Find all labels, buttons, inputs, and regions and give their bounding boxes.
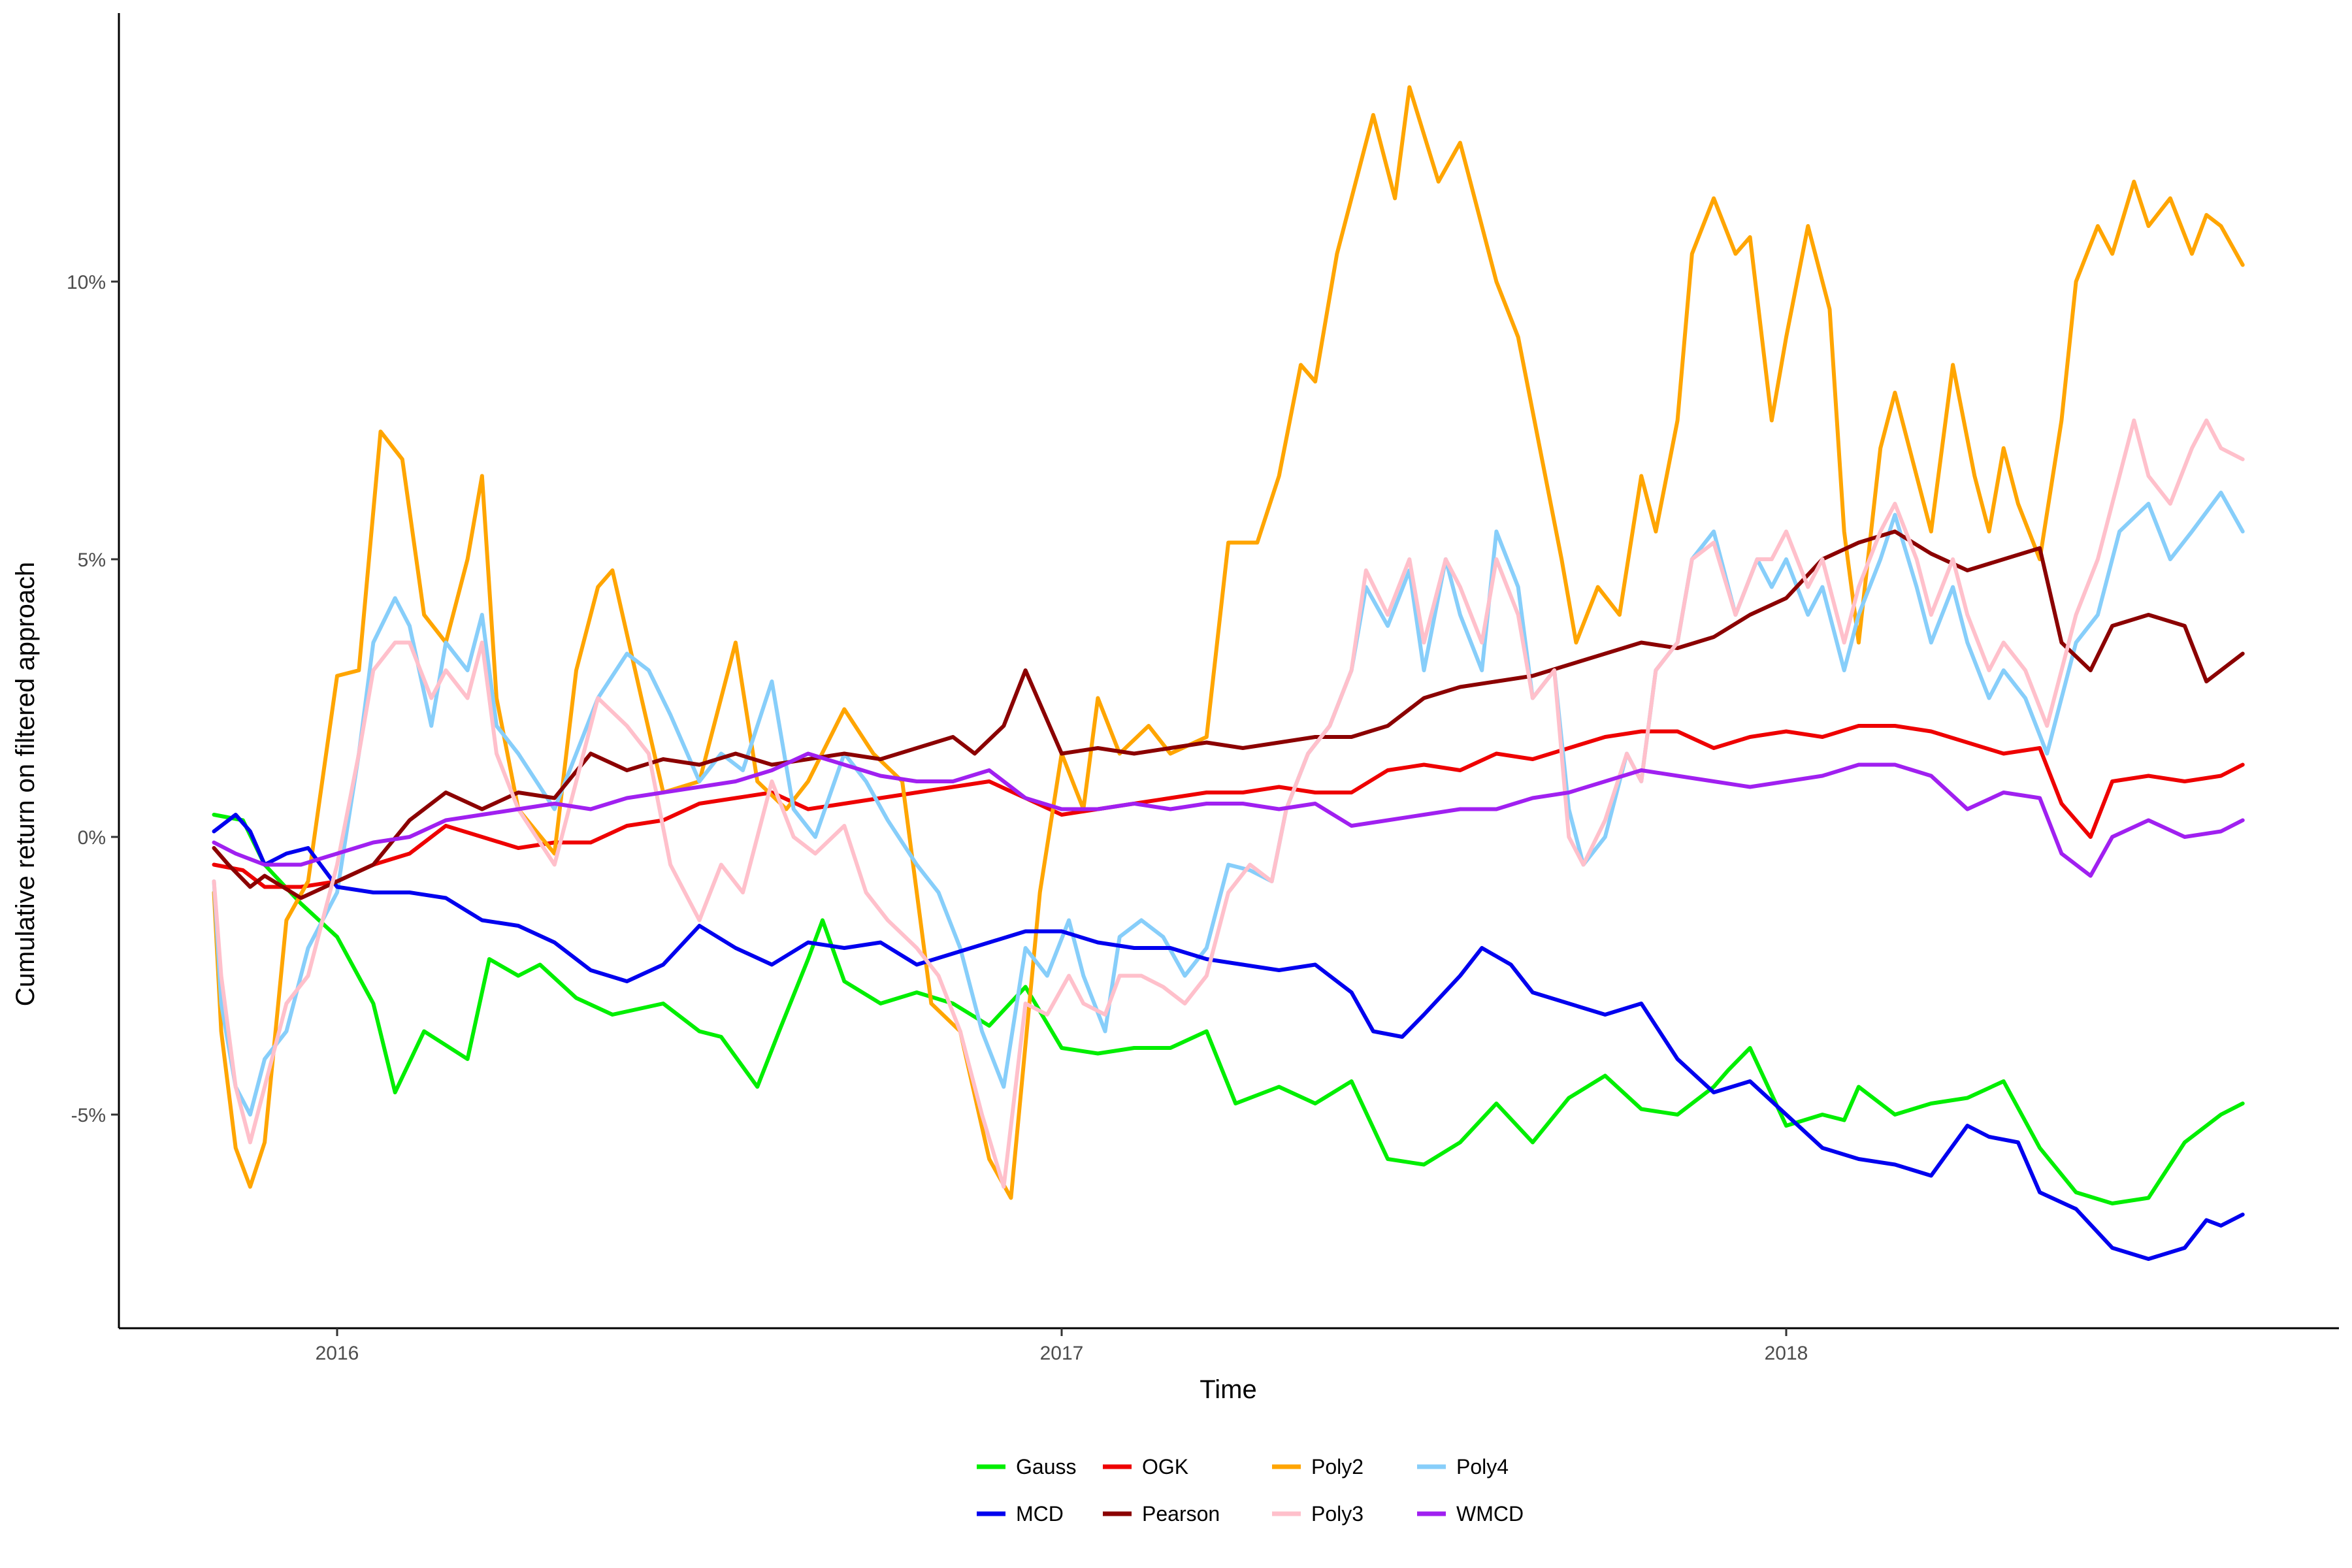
series-line-poly2 xyxy=(212,85,2245,1200)
series-line-gauss xyxy=(212,813,2245,1205)
series-lines xyxy=(212,85,2245,1261)
axes xyxy=(118,13,2339,1330)
x-axis-title: Time xyxy=(1200,1375,1256,1404)
y-tick-label: 5% xyxy=(78,549,106,571)
x-ticks: 2016 2017 2018 xyxy=(316,1328,1808,1364)
y-axis-title: Cumulative return on filtered approach xyxy=(11,562,40,1006)
y-tick-label: 0% xyxy=(78,827,106,849)
y-ticks: -5% 0% 5% 10% xyxy=(67,272,119,1126)
legend-label-ogk: OGK xyxy=(1142,1455,1188,1478)
legend: Gauss OGK Poly2 Poly4 MCD Pearson Poly3 WMCD xyxy=(977,1455,1524,1526)
legend-label-poly4: Poly4 xyxy=(1456,1455,1509,1478)
legend-label-wmcd: WMCD xyxy=(1456,1502,1524,1526)
x-tick-label: 2018 xyxy=(1765,1343,1808,1364)
series-line-pearson xyxy=(212,529,2245,900)
legend-label-gauss: Gauss xyxy=(1016,1455,1076,1478)
legend-label-pearson: Pearson xyxy=(1142,1502,1220,1526)
series-line-wmcd xyxy=(212,751,2245,878)
legend-label-poly2: Poly2 xyxy=(1311,1455,1364,1478)
x-tick-label: 2017 xyxy=(1040,1343,1084,1364)
y-tick-label: 10% xyxy=(67,272,106,293)
series-line-poly3 xyxy=(212,418,2245,1189)
legend-label-poly3: Poly3 xyxy=(1311,1502,1364,1526)
y-tick-label: -5% xyxy=(71,1105,106,1126)
series-line-mcd xyxy=(212,813,2245,1261)
legend-label-mcd: MCD xyxy=(1016,1502,1064,1526)
x-tick-label: 2016 xyxy=(316,1343,359,1364)
